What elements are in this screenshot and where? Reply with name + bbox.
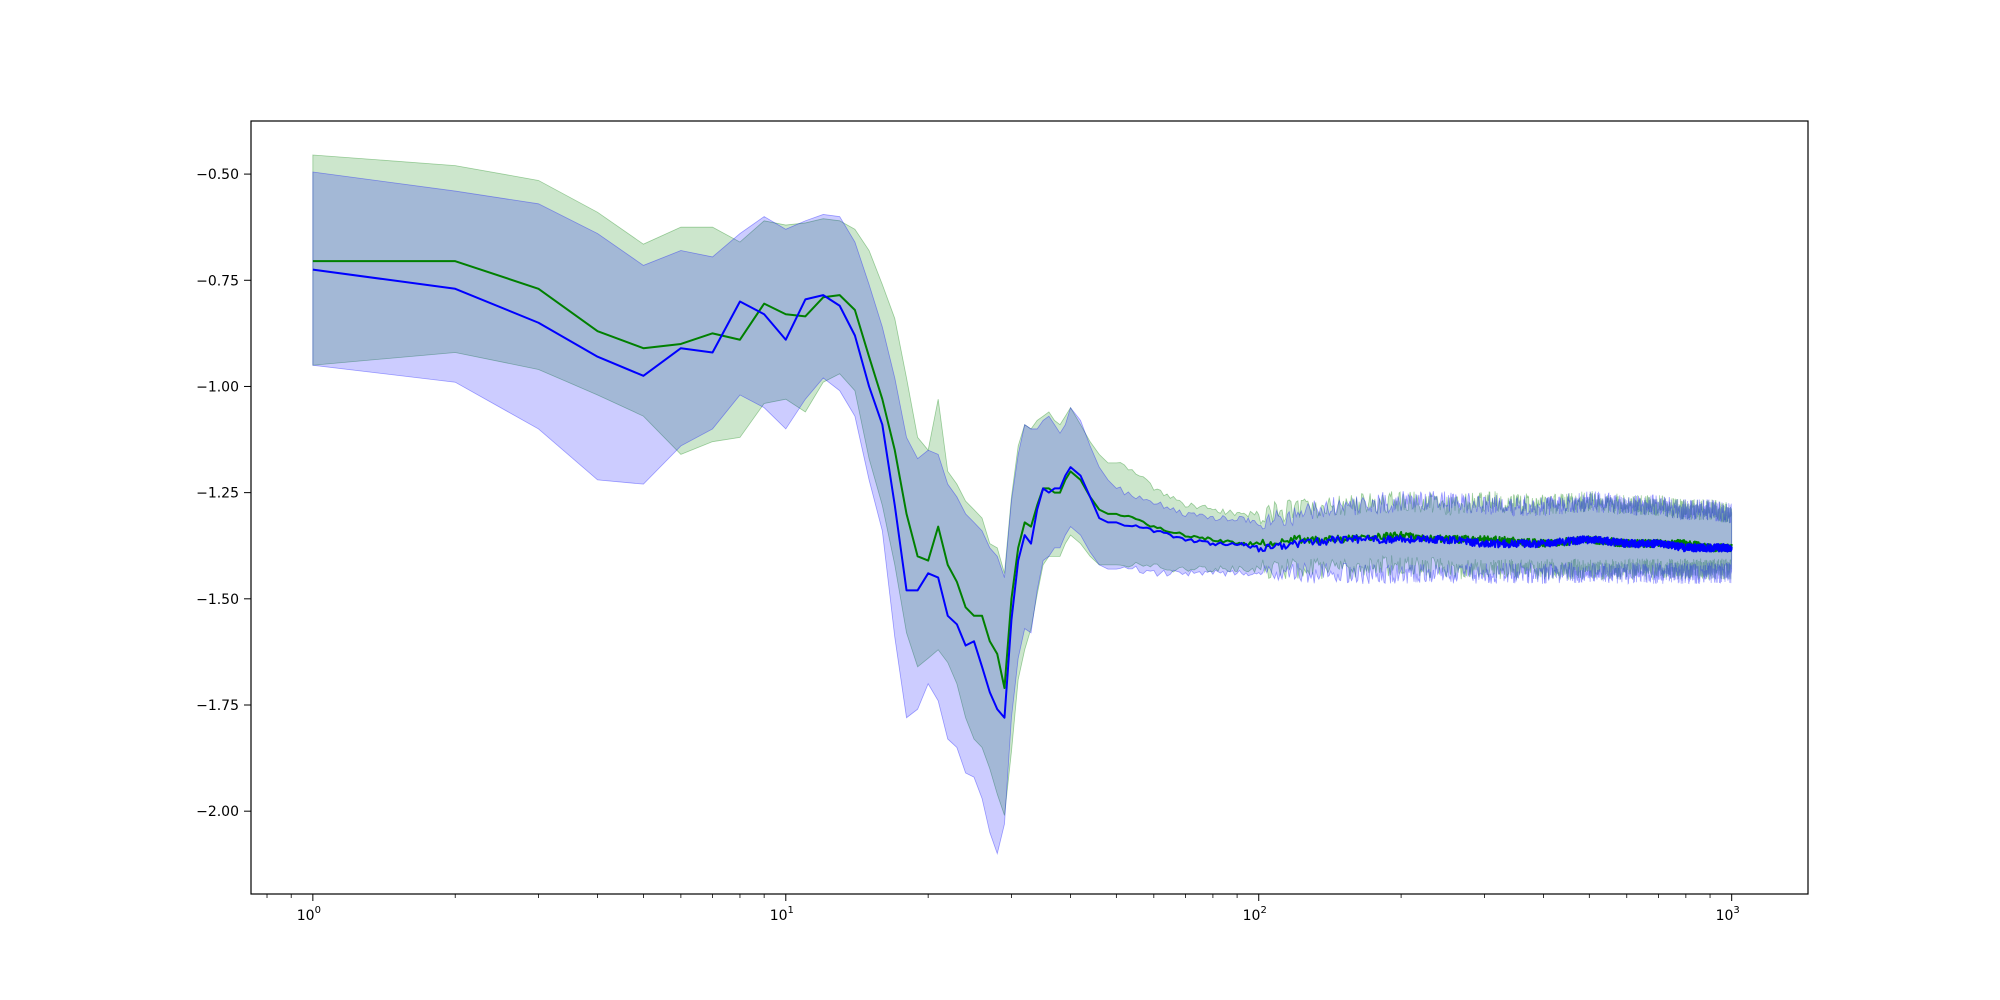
y-tick-label: −1.00 bbox=[196, 379, 239, 395]
series-2-band bbox=[312, 171, 1733, 856]
y-tick-label: −0.75 bbox=[196, 273, 239, 289]
y-tick-label: −1.50 bbox=[196, 592, 239, 608]
series-2-line bbox=[312, 268, 1733, 719]
x-tick-label: 102 bbox=[1243, 905, 1267, 924]
series-lines bbox=[312, 260, 1733, 719]
y-tick-label: −1.75 bbox=[196, 698, 239, 714]
x-tick-label: 101 bbox=[770, 905, 794, 924]
y-tick-label: −2.00 bbox=[196, 804, 239, 820]
confidence-bands bbox=[312, 154, 1733, 856]
x-tick-label: 100 bbox=[297, 905, 321, 924]
y-tick-label: −0.50 bbox=[196, 167, 239, 183]
x-axis: 100 101 102 103 bbox=[266, 894, 1740, 924]
series-1-band bbox=[312, 154, 1733, 816]
x-tick-label: 103 bbox=[1716, 905, 1740, 924]
y-axis: −0.50 −0.75 −1.00 −1.25 −1.50 −1.75 −2.00 bbox=[196, 167, 251, 820]
y-tick-label: −1.25 bbox=[196, 486, 239, 502]
plot-frame bbox=[250, 120, 1809, 895]
